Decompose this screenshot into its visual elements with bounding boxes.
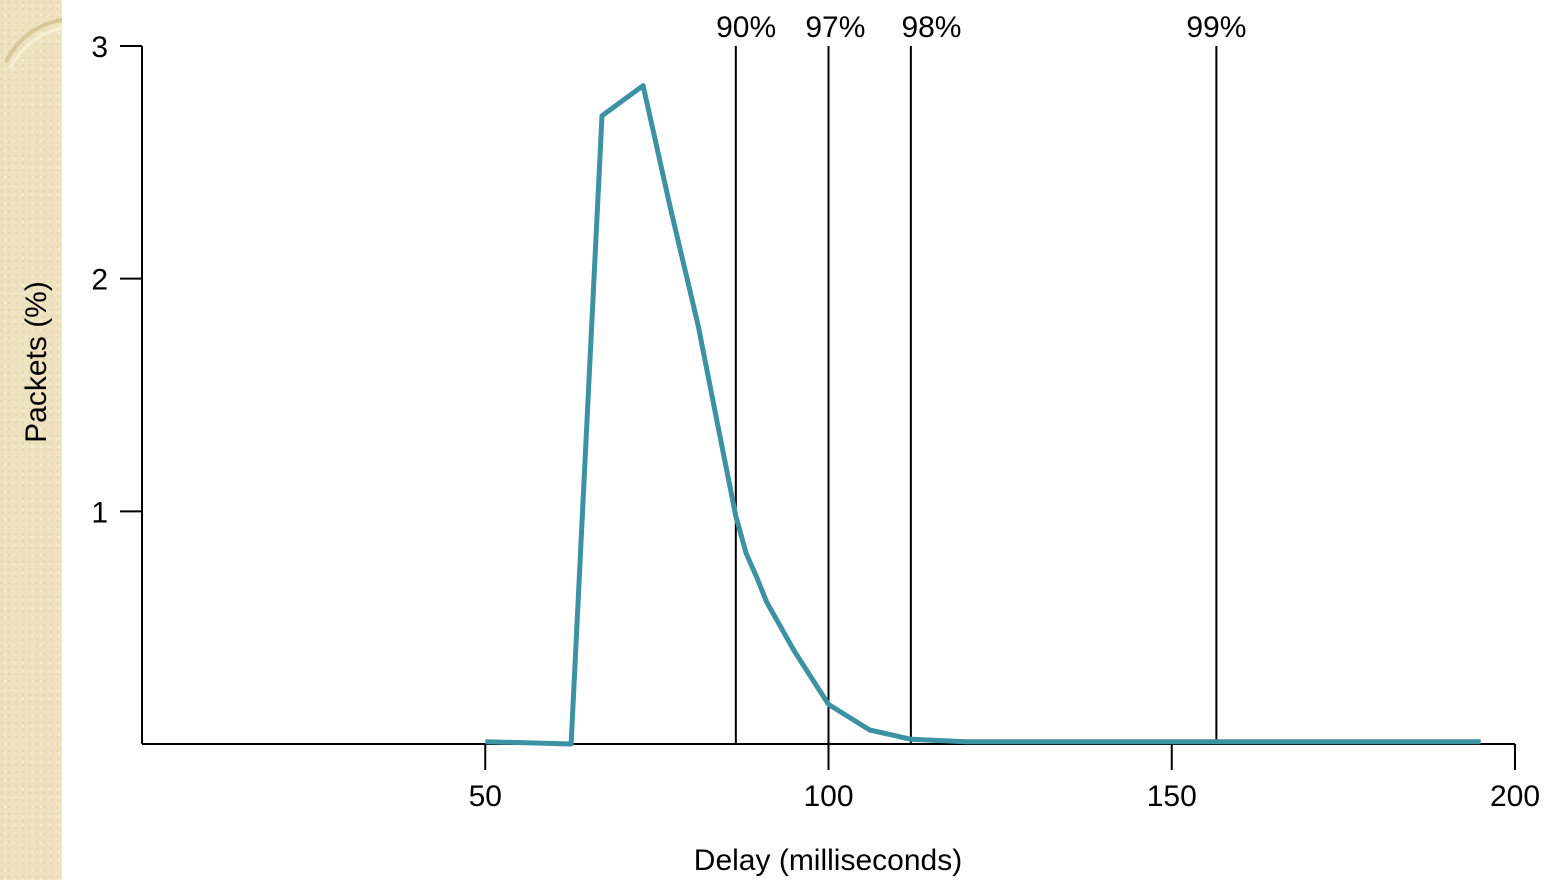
percentile-markers: 90% 97% 98% 99% — [716, 11, 1246, 744]
x-axis-title: Delay (milliseconds) — [694, 844, 962, 877]
x-tick-label: 100 — [803, 780, 853, 813]
y-ticks: 1 2 3 — [91, 31, 142, 529]
series-group — [485, 83, 1481, 747]
x-tick-label: 50 — [469, 780, 502, 813]
y-tick-label: 2 — [91, 264, 108, 297]
x-tick-label: 200 — [1490, 780, 1540, 813]
percentile-label: 90% — [716, 11, 776, 44]
percentile-label: 97% — [805, 11, 865, 44]
series-line — [485, 83, 1481, 747]
percentile-label: 99% — [1186, 11, 1246, 44]
y-axis-title: Packets (%) — [20, 281, 53, 443]
x-ticks: 50 100 150 200 — [469, 744, 1540, 813]
y-tick-label: 1 — [91, 496, 108, 529]
x-tick-label: 150 — [1147, 780, 1197, 813]
decorative-swirl — [4, 18, 62, 69]
parchment-background — [0, 0, 62, 880]
percentile-label: 98% — [901, 11, 961, 44]
y-tick-label: 3 — [91, 31, 108, 64]
